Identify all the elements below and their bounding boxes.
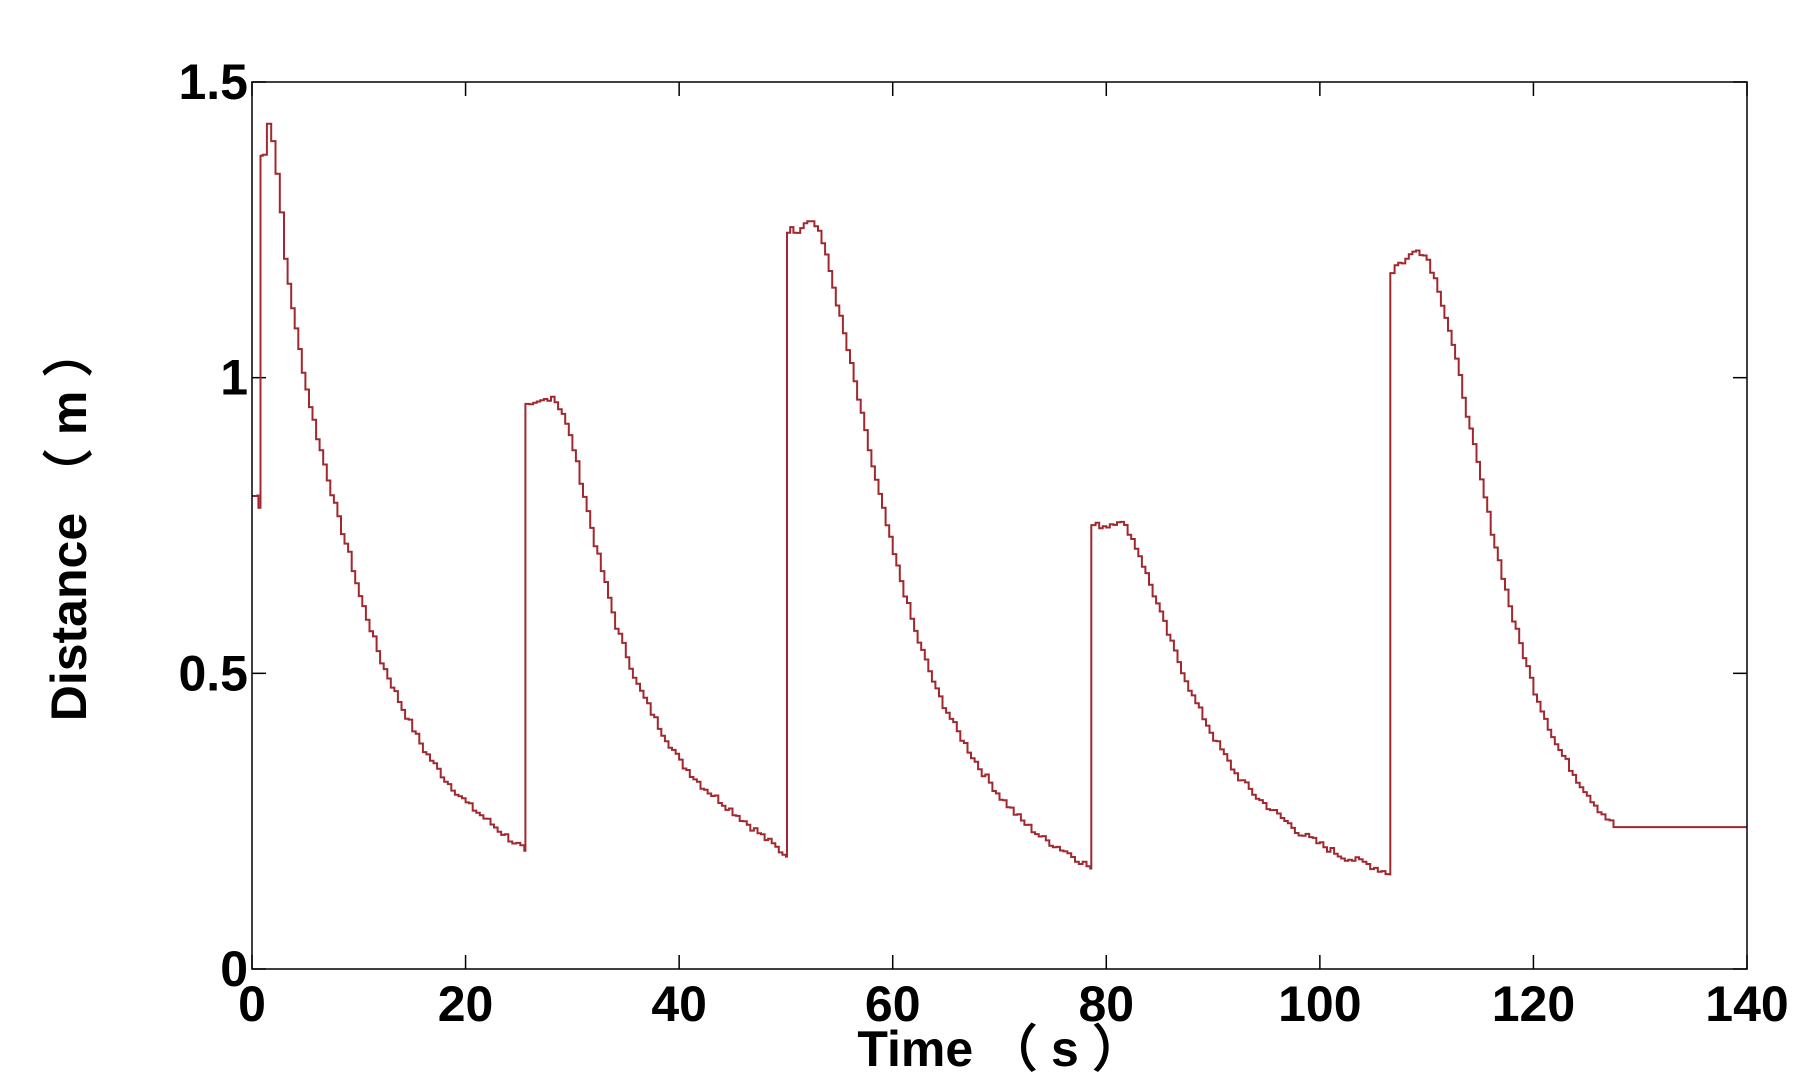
y-axis-label: Distance （ m ） bbox=[41, 327, 97, 722]
x-tick-label: 20 bbox=[438, 976, 494, 1032]
tick-labels: 0 20 40 60 80 100 120 140 0 0.5 1 1.5 bbox=[178, 54, 1788, 1032]
x-tick-label: 140 bbox=[1705, 976, 1788, 1032]
x-tick-label: 120 bbox=[1492, 976, 1575, 1032]
distance-series-line bbox=[252, 122, 1747, 876]
x-tick-label: 40 bbox=[651, 976, 707, 1032]
y-tick-label: 0.5 bbox=[178, 645, 248, 701]
x-tick-label: 100 bbox=[1278, 976, 1361, 1032]
x-tick-label: 0 bbox=[238, 976, 266, 1032]
plot-background bbox=[252, 82, 1747, 969]
x-tick-label: 60 bbox=[865, 976, 921, 1032]
y-tick-label: 1 bbox=[220, 350, 248, 406]
x-axis-label: Time （ s ） bbox=[857, 1021, 1142, 1077]
y-tick-label: 0 bbox=[220, 941, 248, 997]
y-tick-label: 1.5 bbox=[178, 54, 248, 110]
x-tick-label: 80 bbox=[1078, 976, 1134, 1032]
plot-frame bbox=[251, 81, 1748, 970]
